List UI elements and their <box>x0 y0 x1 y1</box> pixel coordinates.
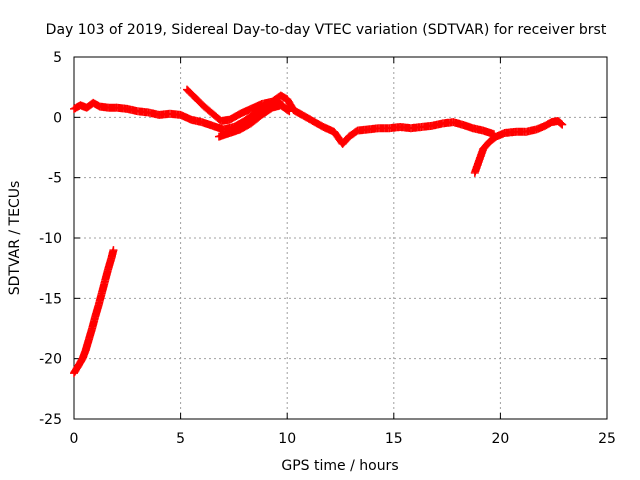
data-marker-trail <box>310 117 327 131</box>
x-tick-label: 25 <box>598 431 616 447</box>
data-marker-trail <box>258 104 276 119</box>
y-tick-label: 0 <box>53 110 62 126</box>
data-marker-trail <box>201 103 216 117</box>
series-track-5 <box>470 116 567 177</box>
data-marker-trail <box>346 127 361 140</box>
data-marker-trail <box>299 111 316 125</box>
data-point <box>109 246 118 255</box>
y-tick-label: -20 <box>39 352 62 368</box>
y-tick-label: -25 <box>39 412 62 428</box>
data-marker-trail <box>339 133 353 147</box>
data-marker-trail <box>480 138 493 152</box>
data-marker-trail <box>90 99 103 110</box>
x-axis-label: GPS time / hours <box>281 458 398 474</box>
y-tick-label: -5 <box>48 171 62 187</box>
x-tick-label: 0 <box>70 431 79 447</box>
series-track-1 <box>70 246 118 378</box>
data-marker-trail <box>192 95 207 110</box>
data-marker-trail <box>209 110 224 124</box>
grid-lines <box>74 57 607 419</box>
y-tick-label: -15 <box>39 291 62 307</box>
axis-ticks: 0 5 10 15 20 25 -25 -20 -15 -10 -5 0 5 <box>39 50 616 447</box>
data-marker-trail <box>241 110 258 125</box>
y-axis-label: SDTVAR / TECUs <box>7 181 23 296</box>
data-series <box>70 85 567 378</box>
data-marker-trail <box>278 102 293 115</box>
chart-title: Day 103 of 2019, Sidereal Day-to-day VTE… <box>46 22 607 38</box>
data-marker-trail <box>486 133 500 145</box>
x-tick-label: 10 <box>278 431 296 447</box>
data-point <box>285 107 294 116</box>
data-marker-trail <box>248 111 265 127</box>
y-tick-label: 5 <box>53 50 62 66</box>
series-track-4 <box>214 101 294 141</box>
x-tick-label: 5 <box>176 431 185 447</box>
x-tick-label: 20 <box>491 431 509 447</box>
y-tick-label: -10 <box>39 231 62 247</box>
x-tick-label: 15 <box>385 431 403 447</box>
data-marker-trail <box>227 110 243 123</box>
data-marker-trail <box>555 117 566 128</box>
data-point <box>558 120 567 129</box>
data-marker-trail <box>284 96 297 113</box>
series-track-3 <box>182 85 499 148</box>
data-marker-trail <box>184 86 199 101</box>
